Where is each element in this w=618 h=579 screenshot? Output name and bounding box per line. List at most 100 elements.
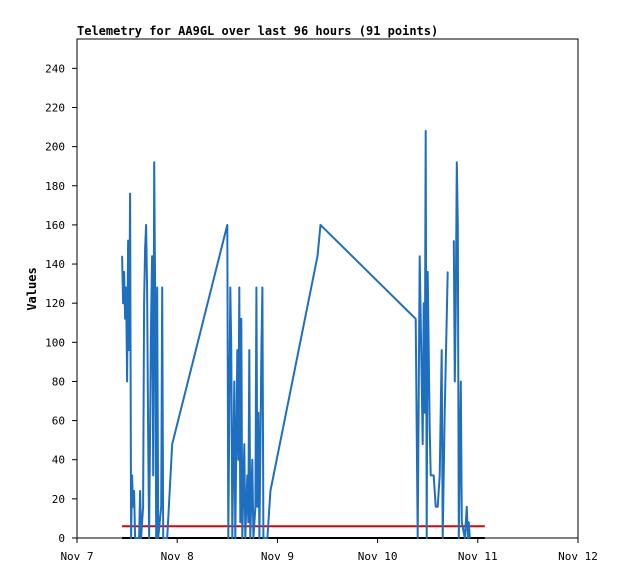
data-point <box>423 302 425 304</box>
data-point <box>171 443 173 445</box>
x-tick-label: Nov 10 <box>358 550 398 563</box>
data-point <box>142 506 144 508</box>
data-point <box>153 161 155 163</box>
data-point <box>147 427 149 430</box>
data-point <box>128 349 130 351</box>
data-point <box>127 239 129 242</box>
y-tick-label: 20 <box>52 493 65 506</box>
plot-layer: 0 20 40 60 80 100 120 140 160 180 200 220 240 Nov 7 No… <box>45 38 598 563</box>
data-point <box>461 521 463 523</box>
data-point <box>133 490 135 492</box>
data-point <box>239 521 241 523</box>
data-point <box>316 255 319 257</box>
data-point <box>460 380 462 383</box>
data-point <box>454 380 456 383</box>
data-point <box>238 286 240 289</box>
data-point <box>441 349 443 351</box>
data-point <box>439 474 441 476</box>
data-point <box>134 537 136 539</box>
data-point <box>427 271 429 273</box>
data-point <box>237 459 239 461</box>
data-point <box>227 537 229 539</box>
data-point <box>240 318 242 320</box>
data-point <box>155 537 157 539</box>
data-point <box>262 537 264 539</box>
data-point <box>143 302 145 304</box>
x-tick-label: Nov 12 <box>558 550 598 563</box>
data-point <box>231 537 233 539</box>
data-point <box>407 310 409 312</box>
data-point <box>166 537 168 539</box>
y-tick-label: 0 <box>58 532 65 545</box>
y-tick-label: 220 <box>45 101 65 114</box>
data-point <box>226 224 228 226</box>
data-point <box>464 537 466 539</box>
data-point <box>251 459 253 461</box>
data-point <box>415 318 417 320</box>
data-point <box>266 537 268 539</box>
data-point <box>151 255 153 257</box>
data-point <box>457 224 459 226</box>
data-point <box>144 247 146 249</box>
data-point <box>125 286 127 289</box>
data-point <box>249 537 251 539</box>
data-point <box>424 412 426 414</box>
data-point <box>241 537 243 539</box>
data-point <box>154 302 156 304</box>
data-point <box>469 537 471 539</box>
data-point <box>140 537 142 539</box>
y-tick-label: 100 <box>45 336 65 349</box>
data-point <box>435 506 437 508</box>
data-point <box>417 537 419 539</box>
y-axis-label: Values <box>25 267 39 310</box>
data-point <box>257 412 259 414</box>
data-point <box>150 318 152 320</box>
x-tick-label: Nov 11 <box>458 550 498 563</box>
data-point <box>132 506 134 508</box>
data-point <box>255 286 257 289</box>
data-point <box>466 506 468 508</box>
data-point <box>233 380 235 383</box>
data-point <box>442 537 444 539</box>
data-point <box>131 474 133 476</box>
data-point <box>252 537 254 539</box>
data-point <box>148 537 150 539</box>
y-tick-label: 80 <box>52 375 65 388</box>
data-point <box>161 286 163 289</box>
y-tick-label: 180 <box>45 180 65 193</box>
data-point <box>453 239 455 242</box>
data-point <box>162 537 164 539</box>
data-point <box>130 537 132 539</box>
chart-title: Telemetry for AA9GL over last 96 hours (… <box>77 24 438 38</box>
data-point <box>260 349 262 351</box>
x-tick-label: Nov 8 <box>161 550 194 563</box>
data-point <box>455 302 457 304</box>
data-point <box>124 318 126 320</box>
data-point <box>433 474 435 476</box>
data-point <box>468 521 470 523</box>
data-point <box>431 474 433 476</box>
y-tick-label: 140 <box>45 258 65 271</box>
y-tick-label: 60 <box>52 415 65 428</box>
data-point <box>122 302 124 304</box>
data-point <box>246 474 248 476</box>
data-point <box>444 412 446 414</box>
data-point <box>456 161 458 163</box>
data-point <box>261 286 263 289</box>
data-point <box>248 349 250 351</box>
data-point <box>425 130 427 132</box>
y-tick-label: 240 <box>45 62 65 75</box>
data-point <box>139 490 141 492</box>
data-point <box>121 255 123 257</box>
data-point <box>236 349 238 351</box>
x-tick-label: Nov 7 <box>60 550 93 563</box>
data-point <box>230 349 232 351</box>
data-point <box>157 537 159 539</box>
data-point <box>160 506 162 508</box>
data-point <box>234 537 236 539</box>
data-point <box>467 537 469 539</box>
y-tick-label: 120 <box>45 297 65 310</box>
data-point <box>123 271 125 273</box>
